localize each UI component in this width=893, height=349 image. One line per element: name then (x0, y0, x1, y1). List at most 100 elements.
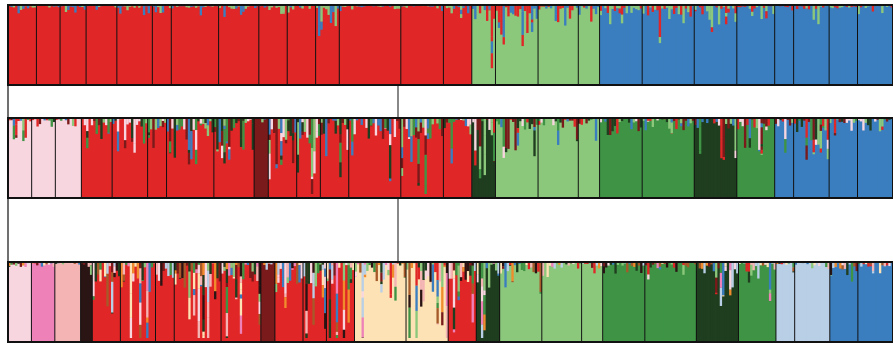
admixture-segment (274, 283, 278, 293)
individual-bar (717, 262, 721, 342)
admixture-segment (183, 118, 186, 130)
individual-bar (377, 5, 380, 85)
admixture-segment (478, 5, 482, 14)
individual-bar (373, 262, 376, 342)
admixture-segment (339, 5, 343, 12)
admixture-segment (103, 262, 107, 277)
individual-bar (881, 262, 885, 342)
admixture-segment (785, 262, 789, 265)
individual-bar (45, 262, 49, 342)
individual-bar (478, 5, 482, 85)
individual-bar (391, 262, 395, 342)
individual-bar (523, 262, 526, 342)
admixture-segment (359, 262, 362, 273)
individual-bar (12, 5, 16, 85)
individual-bar (848, 118, 851, 198)
admixture-segment (415, 285, 419, 311)
individual-bar (665, 262, 669, 342)
individual-bar (95, 5, 99, 85)
individual-bar (706, 5, 709, 85)
individual-bar (109, 118, 113, 198)
individual-bar (473, 262, 477, 342)
admixture-segment (812, 118, 816, 126)
admixture-segment (445, 273, 449, 307)
admixture-segment (284, 293, 288, 298)
individual-bar (216, 118, 220, 198)
admixture-segment (597, 5, 600, 8)
individual-bar (445, 118, 449, 198)
admixture-segment (611, 118, 615, 132)
individual-bar (242, 118, 246, 198)
individual-bar (533, 5, 537, 85)
admixture-segment (228, 262, 231, 276)
admixture-segment (129, 262, 133, 294)
admixture-segment (169, 262, 173, 275)
admixture-segment (758, 118, 761, 150)
admixture-segment (457, 275, 461, 292)
admixture-segment (497, 22, 501, 28)
individual-bar (580, 118, 584, 198)
individual-bar (436, 5, 440, 85)
admixture-segment (12, 118, 16, 126)
admixture-segment (338, 262, 341, 268)
admixture-segment (661, 5, 664, 9)
individual-bar (287, 118, 290, 198)
individual-bar (618, 118, 622, 198)
individual-bar (113, 262, 117, 342)
admixture-segment (277, 118, 281, 129)
admixture-segment (123, 118, 127, 141)
admixture-segment (748, 5, 752, 9)
individual-bar (800, 118, 804, 198)
admixture-segment (850, 262, 854, 282)
individual-bar (708, 5, 712, 85)
admixture-segment (220, 140, 224, 146)
admixture-segment (651, 5, 655, 12)
admixture-segment (363, 264, 367, 275)
individual-bar (646, 5, 650, 85)
admixture-segment (590, 262, 594, 268)
individual-bar (48, 5, 51, 85)
individual-bar (571, 5, 574, 85)
admixture-segment (145, 118, 149, 124)
individual-bar (814, 5, 818, 85)
admixture-segment (22, 262, 25, 266)
admixture-segment (326, 278, 330, 282)
admixture-segment (829, 275, 833, 276)
admixture-segment (698, 262, 702, 269)
individual-bar (434, 262, 437, 342)
admixture-segment (223, 118, 227, 126)
admixture-segment (24, 118, 28, 138)
admixture-segment (86, 131, 89, 138)
admixture-segment (355, 118, 359, 121)
individual-bar (836, 5, 839, 85)
admixture-segment (268, 5, 272, 10)
admixture-segment (111, 312, 114, 314)
admixture-segment (618, 118, 622, 122)
admixture-segment (239, 289, 243, 295)
admixture-segment (131, 138, 134, 142)
individual-bar (838, 118, 842, 198)
individual-bar (647, 262, 650, 342)
individual-bar (594, 118, 598, 198)
admixture-segment (521, 34, 525, 47)
individual-bar (161, 5, 165, 85)
individual-bar (8, 262, 11, 342)
admixture-segment (819, 148, 823, 153)
admixture-segment (204, 122, 208, 129)
admixture-segment (752, 262, 756, 271)
admixture-segment (829, 5, 832, 8)
individual-bar (782, 262, 786, 342)
individual-bar (599, 5, 603, 85)
individual-bar (295, 262, 299, 342)
individual-bar (147, 5, 151, 85)
admixture-segment (642, 5, 645, 14)
individual-bar (526, 5, 529, 85)
individual-bar (530, 5, 534, 85)
individual-bar (771, 262, 774, 342)
individual-bar (504, 262, 508, 342)
admixture-segment (174, 270, 177, 274)
admixture-segment (644, 118, 648, 131)
individual-bar (525, 262, 529, 342)
admixture-segment (275, 118, 279, 145)
admixture-segment (312, 272, 316, 285)
